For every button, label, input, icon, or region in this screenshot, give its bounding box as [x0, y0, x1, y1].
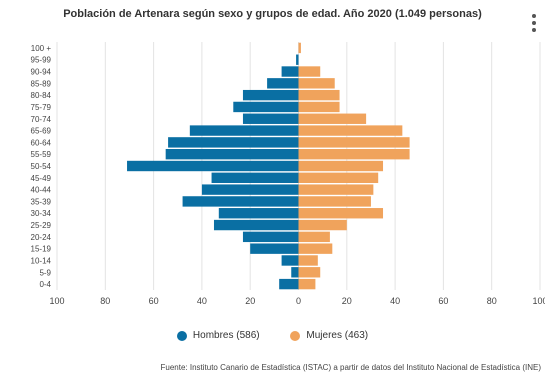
y-tick-label: 0-4 [39, 280, 51, 289]
legend-label-men: Hombres (586) [192, 330, 260, 341]
bar-women [298, 113, 367, 124]
y-tick-label: 65-69 [31, 127, 52, 136]
bar-women [298, 137, 410, 148]
bar-women [298, 278, 316, 290]
bar-men [281, 66, 299, 77]
x-tick-label: 40 [197, 296, 207, 306]
bar-women [298, 184, 374, 195]
x-tick-label: 60 [438, 296, 448, 306]
bar-women [298, 101, 340, 113]
bar-men [250, 243, 299, 254]
bar-men [242, 89, 299, 101]
bar-men [168, 137, 299, 148]
bar-women [298, 231, 330, 243]
legend-dot-women [290, 330, 301, 341]
bar-men [182, 196, 299, 207]
bar-women [298, 125, 403, 136]
y-tick-label: 40-44 [31, 186, 52, 195]
bar-women [298, 89, 340, 101]
y-tick-label: 70-74 [31, 115, 52, 124]
bar-men [211, 172, 299, 184]
source-note: Fuente: Instituto Canario de Estadística… [160, 363, 541, 372]
y-tick-label: 75-79 [31, 103, 52, 112]
x-tick-label: 80 [100, 296, 110, 306]
bar-women [298, 208, 384, 219]
bar-men [213, 219, 299, 231]
legend-label-women: Mujeres (463) [306, 330, 369, 341]
bar-women [298, 196, 371, 207]
bar-women [298, 219, 347, 231]
bar-men [189, 125, 299, 136]
x-tick-label: 20 [342, 296, 352, 306]
y-tick-label: 15-19 [31, 245, 52, 254]
y-tick-label: 35-39 [31, 197, 52, 206]
legend: Hombres (586) Mujeres (463) [0, 330, 545, 344]
y-tick-label: 20-24 [31, 233, 52, 242]
x-tick-label: 100 [49, 296, 64, 306]
y-tick-label: 30-34 [31, 209, 52, 218]
y-tick-label: 45-49 [31, 174, 52, 183]
bar-women [298, 148, 410, 160]
bar-women [298, 66, 321, 77]
x-tick-label: 60 [149, 296, 159, 306]
bar-men [165, 148, 299, 160]
bar-men [242, 113, 299, 124]
y-tick-label: 90-94 [31, 68, 52, 77]
bar-men [242, 231, 299, 243]
y-tick-label: 55-59 [31, 150, 52, 159]
bar-men [279, 278, 299, 290]
y-tick-label: 5-9 [39, 268, 51, 277]
bar-men [291, 267, 299, 278]
y-tick-label: 85-89 [31, 79, 52, 88]
bar-women [298, 255, 318, 266]
bar-women [298, 267, 321, 278]
x-tick-label: 0 [296, 296, 301, 306]
x-tick-label: 40 [390, 296, 400, 306]
x-tick-label: 20 [245, 296, 255, 306]
bar-women [298, 42, 301, 54]
bar-men [296, 54, 299, 65]
bar-men [233, 101, 299, 113]
bar-women [298, 172, 379, 184]
bar-men [201, 184, 299, 195]
y-tick-label: 95-99 [31, 56, 52, 65]
x-tick-label: 80 [487, 296, 497, 306]
bar-men [267, 78, 299, 89]
bar-men [127, 160, 299, 172]
more-vertical-icon[interactable] [530, 14, 538, 36]
y-tick-label: 10-14 [31, 256, 52, 265]
legend-item-women[interactable]: Mujeres (463) [290, 330, 368, 341]
y-tick-label: 25-29 [31, 221, 52, 230]
y-tick-label: 100 + [31, 44, 52, 53]
bar-men [218, 208, 299, 219]
y-tick-label: 60-64 [31, 138, 52, 147]
bar-men [281, 255, 299, 266]
y-tick-label: 50-54 [31, 162, 52, 171]
chart-title: Población de Artenara según sexo y grupo… [63, 8, 482, 20]
y-tick-label: 80-84 [31, 91, 52, 100]
x-tick-label: 100 [532, 296, 545, 306]
legend-item-men[interactable]: Hombres (586) [176, 330, 260, 341]
bar-women [298, 243, 333, 254]
bar-women [298, 160, 384, 172]
bar-women [298, 78, 335, 89]
legend-dot-men [176, 330, 187, 341]
